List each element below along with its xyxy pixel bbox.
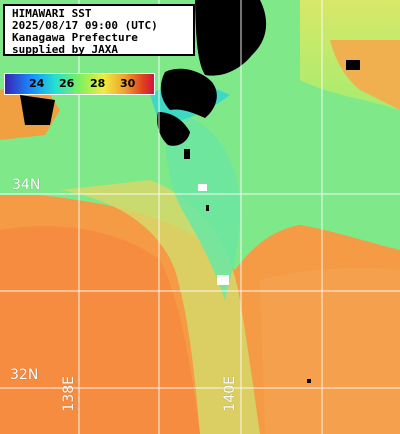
lon-label-138e: 138E [61, 376, 77, 412]
title-box: HIMAWARI SST 2025/08/17 09:00 (UTC) Kana… [3, 4, 195, 56]
colorbar-tick: 30 [120, 77, 136, 90]
colorbar-tick: 26 [59, 77, 75, 90]
lat-label-34n: 34N [12, 177, 41, 193]
colorbar-tick: 28 [90, 77, 106, 90]
island-6 [307, 379, 311, 383]
orange-south-east [260, 268, 400, 434]
island-5 [206, 205, 209, 211]
land-mass-north [195, 0, 267, 76]
colorbar-gradient [4, 73, 155, 95]
izu-peninsula [157, 112, 190, 146]
island-2 [184, 149, 190, 159]
colorbar-tick: 24 [29, 77, 45, 90]
colorbar-legend: 24 26 28 30 [4, 73, 155, 95]
orange-south-west [0, 226, 200, 434]
island-3 [198, 184, 207, 191]
lat-label-32n: 32N [10, 367, 39, 383]
title-line-datetime: 2025/08/17 09:00 (UTC) [12, 19, 158, 32]
land-north-west-dark [20, 95, 55, 125]
lon-label-140e: 140E [222, 376, 238, 412]
boso-coast [330, 40, 400, 110]
title-line-product: HIMAWARI SST [12, 7, 92, 20]
island-4 [217, 275, 229, 285]
title-line-source: supplied by JAXA [12, 43, 118, 56]
island-1 [346, 60, 360, 70]
izu-coast [160, 68, 217, 118]
title-line-region: Kanagawa Prefecture [12, 31, 138, 44]
